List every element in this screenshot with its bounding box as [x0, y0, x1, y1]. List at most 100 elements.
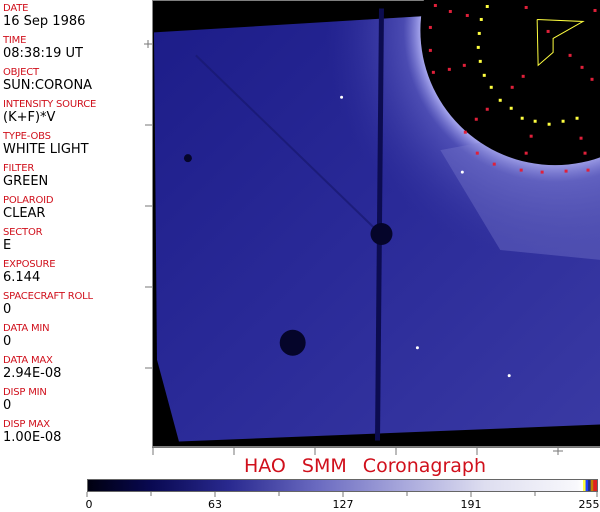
grid-dot-red: [492, 162, 496, 166]
field-value: E: [3, 238, 12, 253]
coronagraph-image: [152, 0, 600, 447]
pylon-diagonal: [195, 54, 382, 235]
field-label: DATE: [3, 3, 29, 14]
field-value: 6.144: [3, 270, 41, 285]
field-disp-min: DISP MIN 0: [3, 387, 47, 413]
grid-dot-yellow: [520, 116, 524, 120]
grid-dot-red: [546, 29, 550, 33]
grid-dot-red: [448, 9, 452, 13]
field-value: GREEN: [3, 174, 49, 189]
grid-dot-red: [579, 136, 583, 140]
grid-dot-red: [474, 117, 478, 121]
field-value: WHITE LIGHT: [3, 142, 89, 157]
pylon-disk: [370, 223, 393, 245]
field-value: 0: [3, 398, 12, 413]
grid-dot-yellow: [489, 85, 493, 89]
field-disp-max: DISP MAX 1.00E-08: [3, 419, 61, 445]
white-dot: [507, 374, 511, 378]
grid-dot-red: [465, 13, 469, 17]
grid-dot-red: [431, 70, 435, 74]
grid-dot-yellow: [479, 17, 483, 21]
grid-dot-yellow: [575, 116, 579, 120]
grid-dot-red: [583, 151, 587, 155]
field-value: 0: [3, 302, 12, 317]
orientation-marker: [536, 18, 585, 67]
grid-dot-yellow: [477, 31, 481, 35]
field-label: INTENSITY SOURCE: [3, 99, 97, 110]
field-time: TIME 08:38:19 UT: [3, 35, 83, 61]
field-value: 08:38:19 UT: [3, 46, 83, 61]
grid-dot-yellow: [533, 119, 537, 123]
grid-dot-red: [540, 170, 544, 174]
field-label: SECTOR: [3, 227, 43, 238]
grid-dot-red: [519, 168, 523, 172]
colorbar-tick-label: 63: [208, 498, 222, 511]
grid-dot-yellow: [509, 106, 513, 110]
grid-dot-red: [447, 67, 451, 71]
field-label: TYPE-OBS: [3, 131, 51, 142]
field-value: CLEAR: [3, 206, 46, 221]
field-exposure: EXPOSURE 6.144: [3, 259, 56, 285]
grid-dot-red: [564, 169, 568, 173]
grid-dot-red: [485, 107, 489, 111]
grid-dot-red: [433, 3, 437, 7]
field-value: 1.00E-08: [3, 430, 62, 445]
field-value: 2.94E-08: [3, 366, 62, 381]
grid-dot-red: [475, 151, 479, 155]
grid-dot-red: [590, 77, 594, 81]
field-label: OBJECT: [3, 67, 39, 78]
grid-dot-yellow: [482, 73, 486, 77]
field-label: DATA MIN: [3, 323, 50, 334]
field-value: SUN:CORONA: [3, 78, 93, 93]
dark-spot: [279, 329, 306, 356]
plot-title: HAO SMM Coronagraph: [243, 455, 487, 477]
field-data-min: DATA MIN 0: [3, 323, 50, 349]
grid-dot-red: [524, 151, 528, 155]
grid-dot-red: [593, 8, 597, 12]
field-value: 16 Sep 1986: [3, 14, 86, 29]
field-sector: SECTOR E: [3, 227, 43, 253]
grid-dot-yellow: [476, 45, 480, 49]
grid-dot-red: [463, 130, 467, 134]
colorbar: [87, 479, 598, 492]
grid-dot-yellow: [547, 122, 551, 126]
white-dot: [415, 346, 419, 350]
colorbar-tick-label: 0: [85, 498, 93, 511]
grid-dot-red: [510, 85, 514, 89]
field-label: DISP MIN: [3, 387, 47, 398]
grid-dot-red: [586, 168, 590, 172]
field-label: FILTER: [3, 163, 35, 174]
white-dot: [460, 170, 464, 174]
field-object: OBJECT SUN:CORONA: [3, 67, 92, 93]
grid-dot-red: [529, 134, 533, 138]
occulting-disk: [420, 0, 600, 166]
field-type-obs: TYPE-OBS WHITE LIGHT: [3, 131, 89, 157]
field-label: SPACECRAFT ROLL: [3, 291, 93, 302]
field-value: 0: [3, 334, 12, 349]
grid-overlay: [428, 3, 597, 174]
metadata-panel: DATE 16 Sep 1986 TIME 08:38:19 UT OBJECT SU…: [0, 0, 152, 447]
field-data-max: DATA MAX 2.94E-08: [3, 355, 61, 381]
grid-dot-red: [521, 74, 525, 78]
colorbar-tick-label: 127: [332, 498, 354, 511]
field-polaroid: POLAROID CLEAR: [3, 195, 54, 221]
grid-dot-red: [524, 5, 528, 9]
grid-dot-red: [428, 25, 432, 29]
dark-spot-small: [183, 154, 192, 163]
grid-dot-red: [462, 63, 466, 67]
grid-dot-red: [568, 53, 572, 57]
field-value: (K+F)*V: [3, 110, 56, 125]
field-intensity-source: INTENSITY SOURCE (K+F)*V: [3, 99, 96, 125]
field-filter: FILTER GREEN: [3, 163, 48, 189]
field-label: POLAROID: [3, 195, 54, 206]
field-date: DATE 16 Sep 1986: [3, 3, 85, 29]
field-spacecraft-roll: SPACECRAFT ROLL 0: [3, 291, 93, 317]
grid-dot-yellow: [498, 98, 502, 102]
grid-dot-red: [580, 65, 584, 69]
grid-dot-yellow: [485, 4, 489, 8]
field-label: DATA MAX: [3, 355, 53, 366]
white-dot: [340, 95, 344, 99]
grid-dot-yellow: [561, 119, 565, 123]
field-label: EXPOSURE: [3, 259, 56, 270]
field-label: TIME: [3, 35, 27, 46]
